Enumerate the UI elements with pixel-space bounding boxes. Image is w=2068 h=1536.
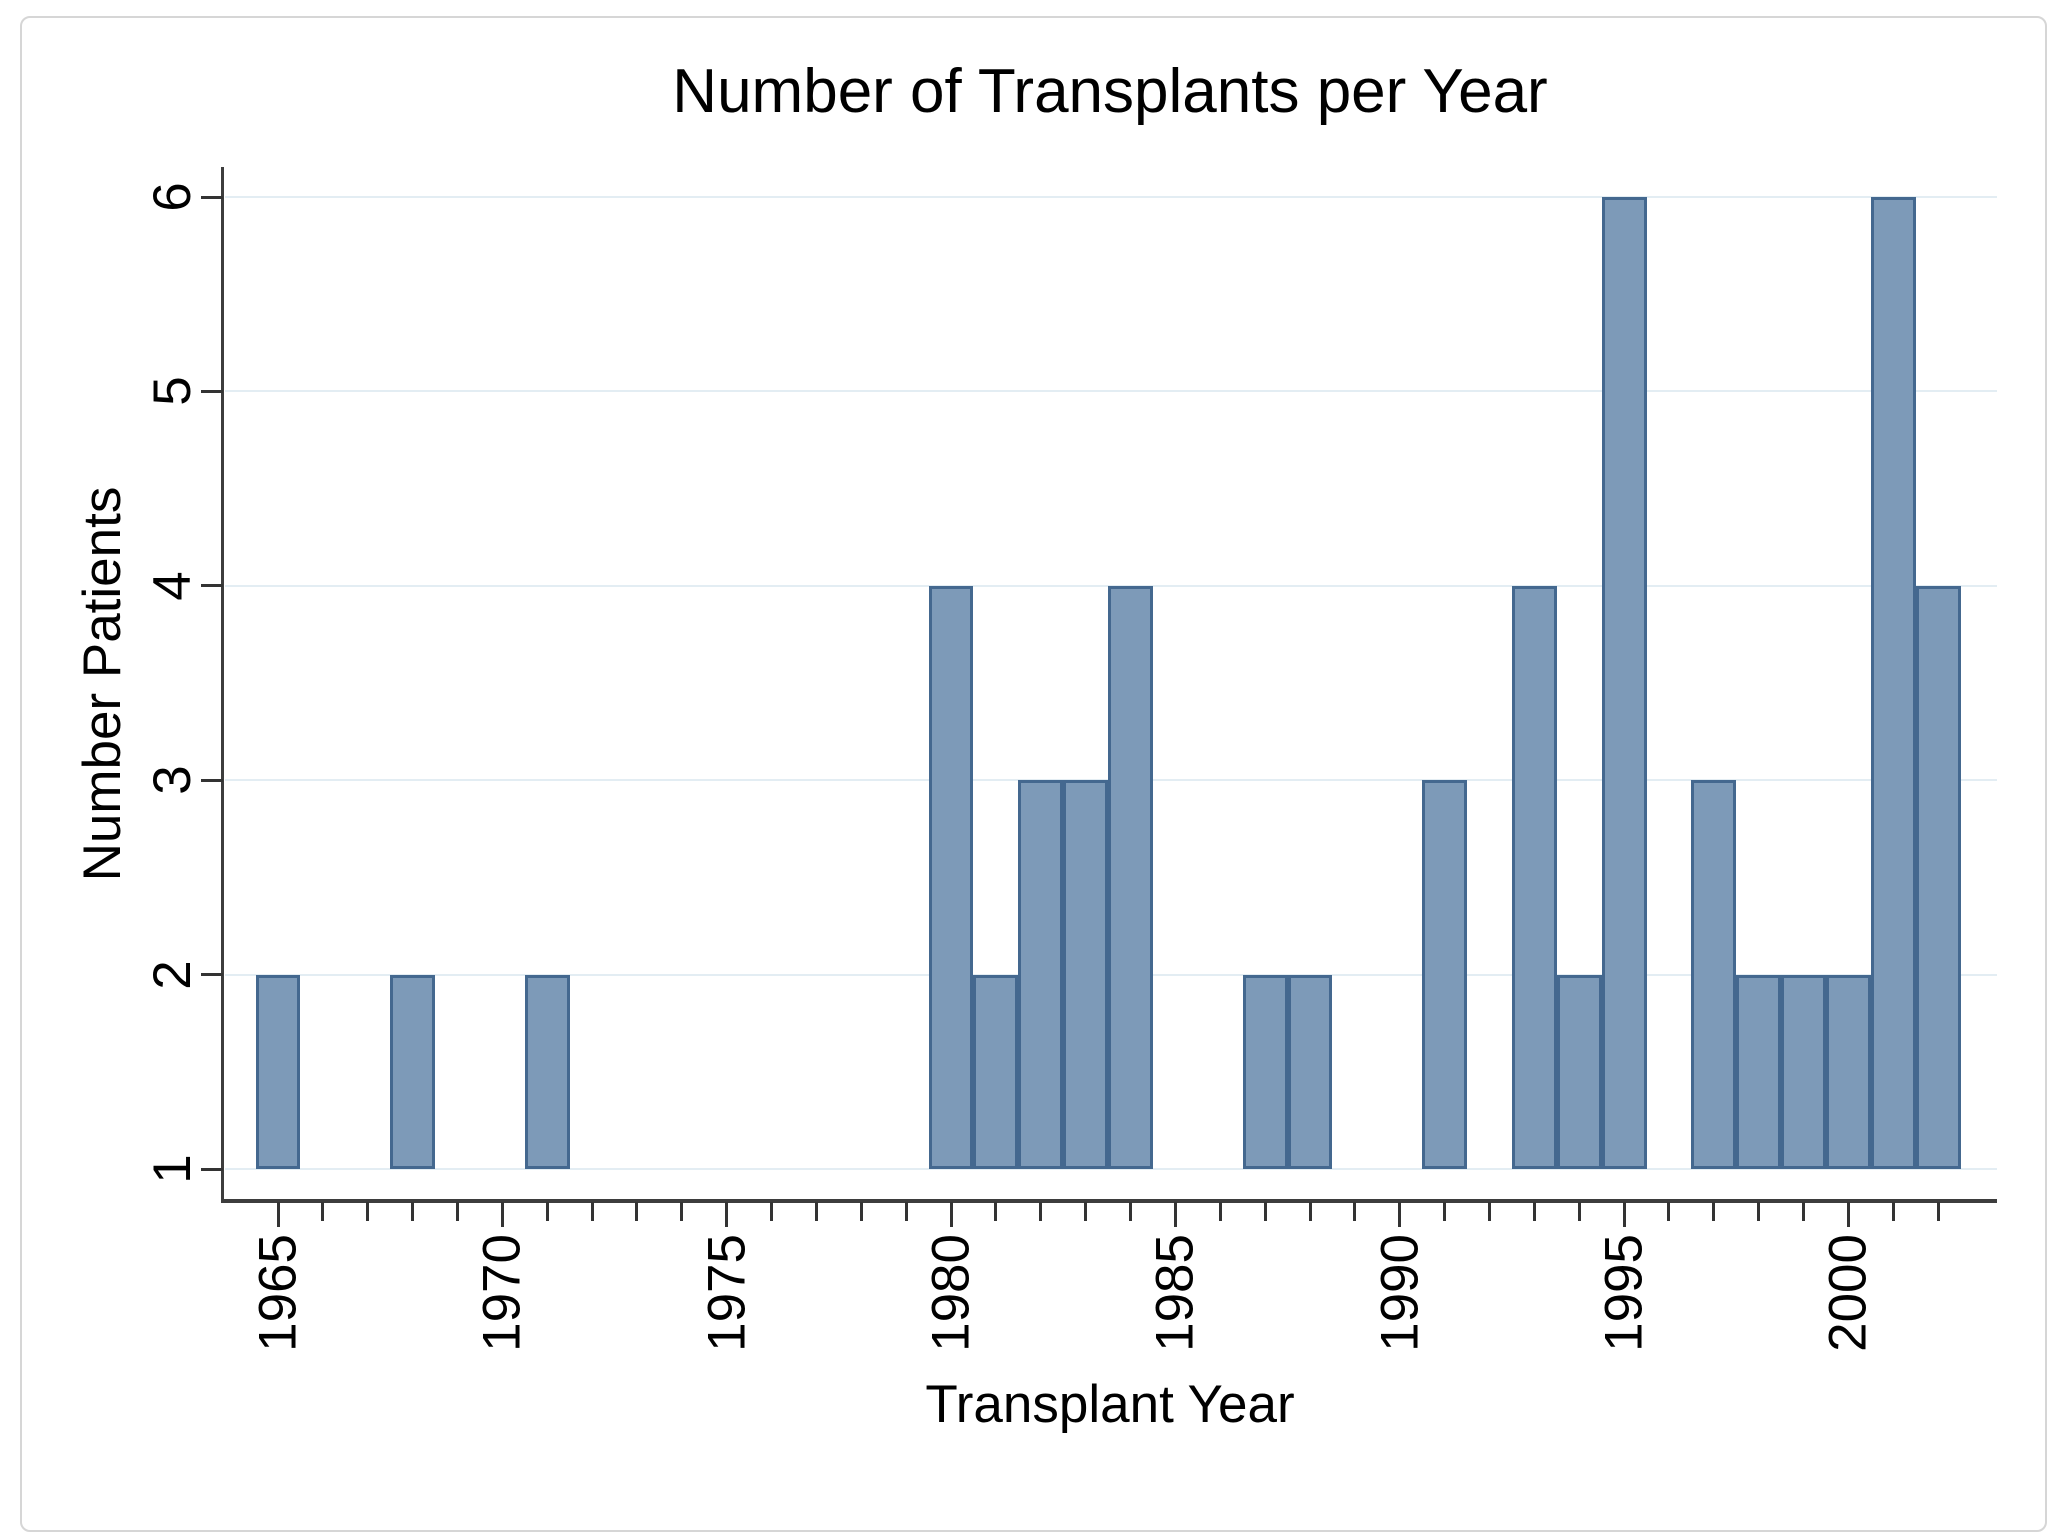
x-minor-tick-1986 <box>1218 1202 1222 1221</box>
y-tick-label-4: 4 <box>143 571 202 601</box>
x-minor-tick-1981 <box>994 1202 998 1221</box>
bar-1988 <box>1287 974 1333 1169</box>
x-axis-line <box>221 1199 1997 1203</box>
x-minor-tick-1991 <box>1443 1202 1447 1221</box>
bar-1993 <box>1511 585 1557 1169</box>
y-tick-5 <box>201 389 223 393</box>
y-tick-1 <box>201 1167 223 1171</box>
x-tick-label-1970: 1970 <box>472 1234 532 1352</box>
y-tick-label-3: 3 <box>143 765 202 795</box>
x-minor-tick-1967 <box>366 1202 370 1221</box>
y-tick-3 <box>201 778 223 782</box>
chart-title: Number of Transplants per Year <box>672 57 1548 126</box>
x-minor-tick-1979 <box>904 1202 908 1221</box>
x-minor-tick-1994 <box>1577 1202 1581 1221</box>
bar-1994 <box>1556 974 1602 1169</box>
y-gridline-6 <box>225 196 1997 198</box>
y-gridline-1 <box>225 1168 1997 1170</box>
x-minor-tick-2001 <box>1891 1202 1895 1221</box>
x-minor-tick-1968 <box>411 1202 415 1221</box>
x-minor-tick-1978 <box>859 1202 863 1221</box>
x-minor-tick-1972 <box>590 1202 594 1221</box>
figure-border <box>20 16 2047 1532</box>
bar-1991 <box>1422 780 1468 1169</box>
bar-1984 <box>1108 585 1153 1169</box>
x-major-tick-1970 <box>500 1202 504 1227</box>
y-tick-4 <box>201 584 223 588</box>
x-tick-label-1995: 1995 <box>1594 1234 1654 1352</box>
x-major-tick-1990 <box>1398 1202 1402 1227</box>
x-minor-tick-1989 <box>1353 1202 1357 1221</box>
x-tick-label-1980: 1980 <box>921 1234 981 1352</box>
x-tick-label-1985: 1985 <box>1145 1234 1205 1352</box>
x-minor-tick-1977 <box>814 1202 818 1221</box>
bar-1982 <box>1018 780 1064 1169</box>
x-major-tick-2000 <box>1846 1202 1850 1227</box>
y-tick-label-1: 1 <box>143 1154 202 1184</box>
bar-1997 <box>1691 780 1737 1169</box>
x-major-tick-1995 <box>1622 1202 1626 1227</box>
x-minor-tick-1999 <box>1802 1202 1806 1221</box>
bar-1965 <box>255 974 301 1169</box>
x-minor-tick-1992 <box>1487 1202 1491 1221</box>
x-tick-label-1990: 1990 <box>1370 1234 1430 1352</box>
y-tick-label-5: 5 <box>143 376 202 407</box>
x-minor-tick-1988 <box>1308 1202 1312 1221</box>
bar-2001 <box>1870 197 1916 1169</box>
bar-2002 <box>1915 585 1961 1169</box>
bar-1998 <box>1736 974 1782 1169</box>
y-tick-label-2: 2 <box>143 959 202 990</box>
x-major-tick-1985 <box>1173 1202 1177 1227</box>
x-minor-tick-1966 <box>321 1202 325 1221</box>
x-axis-title: Transplant Year <box>925 1375 1295 1434</box>
x-tick-label-1975: 1975 <box>697 1234 757 1352</box>
x-minor-tick-1969 <box>455 1202 459 1221</box>
x-minor-tick-1971 <box>545 1202 549 1221</box>
y-tick-2 <box>201 973 223 977</box>
bar-1971 <box>524 974 570 1169</box>
x-minor-tick-2002 <box>1936 1202 1940 1221</box>
y-axis-line <box>221 167 224 1203</box>
y-axis-title: Number Patients <box>73 486 132 882</box>
x-minor-tick-1998 <box>1757 1202 1761 1221</box>
x-major-tick-1975 <box>725 1202 729 1227</box>
x-minor-tick-1996 <box>1667 1202 1671 1221</box>
bar-1987 <box>1242 974 1288 1169</box>
x-major-tick-1965 <box>276 1202 280 1227</box>
x-minor-tick-1983 <box>1084 1202 1088 1221</box>
bar-2000 <box>1826 974 1871 1169</box>
bar-1995 <box>1601 197 1647 1169</box>
bar-1983 <box>1063 780 1109 1169</box>
x-tick-label-1965: 1965 <box>248 1234 308 1352</box>
x-tick-label-2000: 2000 <box>1818 1234 1878 1352</box>
x-minor-tick-1987 <box>1263 1202 1267 1221</box>
x-major-tick-1980 <box>949 1202 953 1227</box>
bar-1999 <box>1781 974 1826 1169</box>
y-tick-6 <box>201 195 223 199</box>
x-minor-tick-1982 <box>1039 1202 1043 1221</box>
x-minor-tick-1997 <box>1712 1202 1716 1221</box>
x-minor-tick-1984 <box>1129 1202 1133 1221</box>
x-minor-tick-1973 <box>635 1202 639 1221</box>
x-minor-tick-1974 <box>680 1202 684 1221</box>
y-tick-label-6: 6 <box>143 182 202 212</box>
x-minor-tick-1993 <box>1532 1202 1536 1221</box>
bar-1968 <box>390 974 436 1169</box>
bar-1980 <box>928 585 974 1169</box>
y-gridline-5 <box>225 390 1997 393</box>
x-minor-tick-1976 <box>770 1202 774 1221</box>
bar-1981 <box>973 974 1019 1169</box>
